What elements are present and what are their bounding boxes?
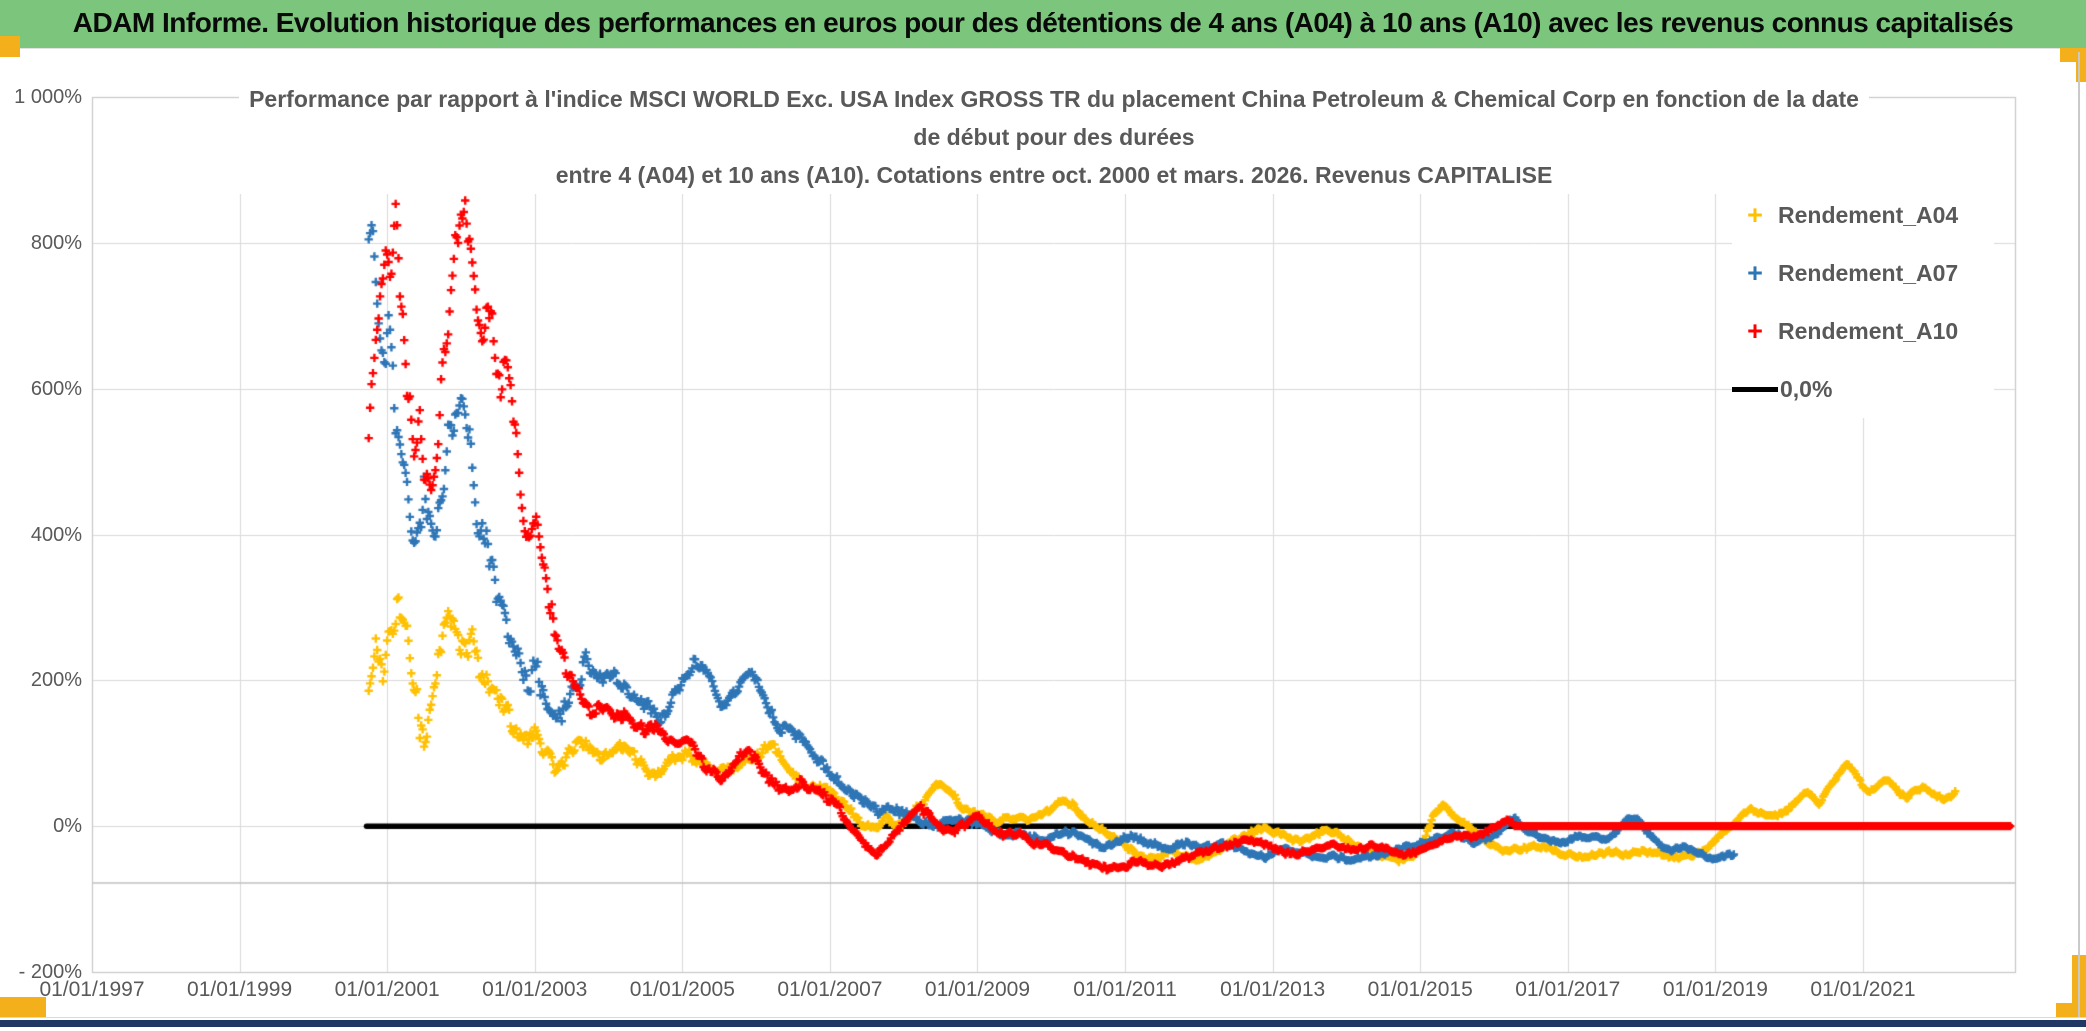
x-tick-label: 01/01/2007 [777, 978, 883, 1001]
y-tick-label: 200% [30, 669, 82, 692]
x-tick-label: 01/01/2001 [334, 978, 440, 1001]
x-tick-label: 01/01/2003 [482, 978, 588, 1001]
legend-label: Rendement_A07 [1778, 259, 1959, 286]
y-tick-label: 800% [30, 231, 82, 254]
x-tick-label: 01/01/2019 [1662, 978, 1768, 1001]
y-tick-label: 400% [30, 523, 82, 546]
chart-title-line1: Performance par rapport à l'indice MSCI … [249, 86, 1859, 112]
legend-item-zero-line[interactable]: 0,0% [1732, 360, 1994, 418]
y-tick-label: 600% [30, 377, 82, 400]
chart-title: Performance par rapport à l'indice MSCI … [239, 80, 1869, 194]
x-tick-label: 01/01/2005 [629, 978, 735, 1001]
x-tick-label: 01/01/2017 [1515, 978, 1621, 1001]
legend-label: Rendement_A04 [1778, 201, 1959, 228]
y-tick-label: 1 000% [14, 86, 82, 108]
chart-title-line2: de début pour des durées [913, 124, 1195, 150]
x-tick-label: 01/01/1999 [187, 978, 293, 1001]
legend-item-rendement-a07[interactable]: + Rendement_A07 [1732, 244, 1994, 302]
x-tick-label: 01/01/2009 [924, 978, 1031, 1001]
plus-marker-icon: + [1747, 257, 1763, 288]
x-tick-label: 01/01/2011 [1073, 978, 1177, 1001]
x-tick-label: 01/01/2021 [1810, 978, 1916, 1001]
legend-label: 0,0% [1780, 375, 1833, 402]
y-tick-label: - 200% [18, 961, 82, 983]
plus-marker-icon: + [1747, 199, 1763, 230]
y-tick-label: 0% [53, 815, 82, 838]
x-tick-label: 01/01/1997 [39, 978, 145, 1001]
plus-marker-icon: + [1747, 315, 1763, 346]
black-line-marker-icon [1732, 386, 1778, 392]
x-tick-label: 01/01/2015 [1367, 978, 1473, 1001]
x-tick-label: 01/01/2013 [1220, 978, 1326, 1001]
legend-item-rendement-a10[interactable]: + Rendement_A10 [1732, 302, 1994, 360]
chart-title-line3: entre 4 (A04) et 10 ans (A10). Cotations… [555, 162, 1553, 188]
legend-item-rendement-a04[interactable]: + Rendement_A04 [1732, 186, 1994, 244]
legend-label: Rendement_A10 [1778, 317, 1959, 344]
chart-legend: + Rendement_A04 + Rendement_A07 + Rendem… [1732, 186, 1994, 418]
